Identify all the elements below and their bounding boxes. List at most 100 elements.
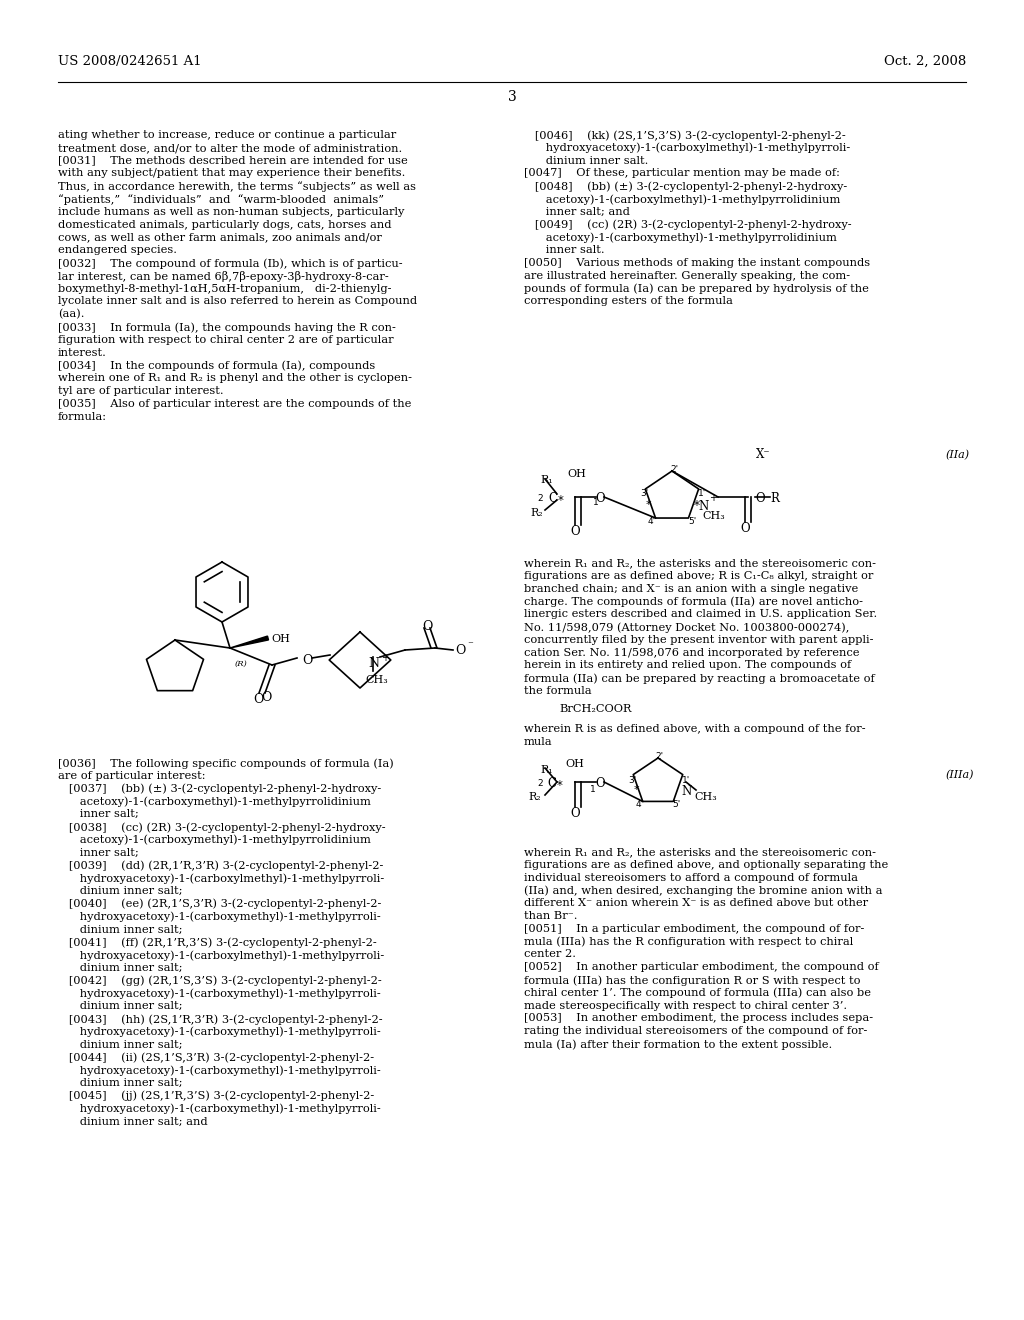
Text: “patients,”  “individuals”  and  “warm-blooded  animals”: “patients,” “individuals” and “warm-bloo… — [58, 194, 384, 205]
Text: tyl are of particular interest.: tyl are of particular interest. — [58, 385, 223, 396]
Text: R₁: R₁ — [540, 475, 553, 484]
Text: hydroxyacetoxy)-1-(carboxymethyl)-1-methylpyrroli-: hydroxyacetoxy)-1-(carboxymethyl)-1-meth… — [58, 1104, 381, 1114]
Text: lar interest, can be named 6β,7β-epoxy-3β-hydroxy-8-car-: lar interest, can be named 6β,7β-epoxy-3… — [58, 271, 389, 281]
Text: (IIa) and, when desired, exchanging the bromine anion with a: (IIa) and, when desired, exchanging the … — [524, 886, 883, 896]
Text: formula (IIa) can be prepared by reacting a bromoacetate of: formula (IIa) can be prepared by reactin… — [524, 673, 874, 684]
Text: O: O — [253, 693, 263, 706]
Text: treatment dose, and/or to alter the mode of administration.: treatment dose, and/or to alter the mode… — [58, 143, 402, 153]
Text: hydroxyacetoxy)-1-(carboxylmethyl)-1-methylpyrroli-: hydroxyacetoxy)-1-(carboxylmethyl)-1-met… — [58, 874, 384, 884]
Text: N: N — [368, 657, 379, 671]
Text: wherein R₁ and R₂, the asterisks and the stereoisomeric con-: wherein R₁ and R₂, the asterisks and the… — [524, 558, 876, 568]
Text: dinium inner salt;: dinium inner salt; — [58, 924, 182, 935]
Text: [0039]    (dd) (2R,1’R,3’R) 3-(2-cyclopentyl-2-phenyl-2-: [0039] (dd) (2R,1’R,3’R) 3-(2-cyclopenty… — [58, 861, 383, 871]
Text: [0036]    The following specific compounds of formula (Ia): [0036] The following specific compounds … — [58, 758, 394, 768]
Text: 1: 1 — [593, 498, 599, 507]
Text: *: * — [557, 779, 563, 792]
Text: [0050]    Various methods of making the instant compounds: [0050] Various methods of making the ins… — [524, 257, 870, 268]
Text: [0046]    (kk) (2S,1’S,3’S) 3-(2-cyclopentyl-2-phenyl-2-: [0046] (kk) (2S,1’S,3’S) 3-(2-cyclopenty… — [524, 129, 846, 140]
Text: dinium inner salt.: dinium inner salt. — [524, 156, 648, 165]
Text: [0053]    In another embodiment, the process includes sepa-: [0053] In another embodiment, the proces… — [524, 1014, 873, 1023]
Text: CH₃: CH₃ — [702, 511, 725, 521]
Text: hydroxyacetoxy)-1-(carboxymethyl)-1-methylpyrroli-: hydroxyacetoxy)-1-(carboxymethyl)-1-meth… — [58, 1027, 381, 1038]
Text: rating the individual stereoisomers of the compound of for-: rating the individual stereoisomers of t… — [524, 1026, 867, 1036]
Text: ating whether to increase, reduce or continue a particular: ating whether to increase, reduce or con… — [58, 129, 396, 140]
Text: hydroxyacetoxy)-1-(carboxymethyl)-1-methylpyrroli-: hydroxyacetoxy)-1-(carboxymethyl)-1-meth… — [58, 912, 381, 923]
Text: 1': 1' — [698, 488, 707, 498]
Text: CH₃: CH₃ — [365, 675, 388, 685]
Text: corresponding esters of the formula: corresponding esters of the formula — [524, 297, 733, 306]
Text: [0034]    In the compounds of formula (Ia), compounds: [0034] In the compounds of formula (Ia),… — [58, 360, 375, 371]
Text: +: + — [381, 653, 389, 663]
Text: acetoxy)-1-(carboxymethyl)-1-methylpyrrolidinium: acetoxy)-1-(carboxymethyl)-1-methylpyrro… — [58, 834, 371, 845]
Text: are of particular interest:: are of particular interest: — [58, 771, 206, 781]
Text: different X⁻ anion wherein X⁻ is as defined above but other: different X⁻ anion wherein X⁻ is as defi… — [524, 898, 868, 908]
Text: charge. The compounds of formula (IIa) are novel anticho-: charge. The compounds of formula (IIa) a… — [524, 597, 863, 607]
Text: O: O — [755, 492, 765, 506]
Text: 2: 2 — [537, 779, 543, 788]
Text: [0033]    In formula (Ia), the compounds having the R con-: [0033] In formula (Ia), the compounds ha… — [58, 322, 396, 333]
Text: 1': 1' — [682, 776, 690, 785]
Text: chiral center 1’. The compound of formula (IIIa) can also be: chiral center 1’. The compound of formul… — [524, 987, 871, 998]
Text: wherein R is as defined above, with a compound of the for-: wherein R is as defined above, with a co… — [524, 725, 865, 734]
Text: *: * — [558, 494, 564, 507]
Text: OH: OH — [567, 469, 586, 479]
Text: (IIIa): (IIIa) — [946, 770, 975, 780]
Text: 3': 3' — [628, 776, 636, 785]
Text: OH: OH — [271, 634, 290, 644]
Text: domesticated animals, particularly dogs, cats, horses and: domesticated animals, particularly dogs,… — [58, 219, 391, 230]
Text: cows, as well as other farm animals, zoo animals and/or: cows, as well as other farm animals, zoo… — [58, 232, 382, 243]
Text: 2': 2' — [655, 752, 664, 762]
Text: R: R — [770, 492, 779, 506]
Text: 1: 1 — [590, 785, 596, 795]
Text: branched chain; and X⁻ is an anion with a single negative: branched chain; and X⁻ is an anion with … — [524, 583, 858, 594]
Text: [0041]    (ff) (2R,1’R,3’S) 3-(2-cyclopentyl-2-phenyl-2-: [0041] (ff) (2R,1’R,3’S) 3-(2-cyclopenty… — [58, 937, 377, 948]
Text: 2: 2 — [537, 494, 543, 503]
Text: 4': 4' — [648, 517, 656, 525]
Text: O: O — [570, 525, 580, 539]
Text: dinium inner salt;: dinium inner salt; — [58, 886, 182, 896]
Text: inner salt;: inner salt; — [58, 809, 138, 820]
Text: include humans as well as non-human subjects, particularly: include humans as well as non-human subj… — [58, 207, 404, 216]
Text: are illustrated hereinafter. Generally speaking, the com-: are illustrated hereinafter. Generally s… — [524, 271, 850, 281]
Text: *: * — [634, 785, 640, 795]
Text: Oct. 2, 2008: Oct. 2, 2008 — [884, 55, 966, 69]
Text: BrCH₂COOR: BrCH₂COOR — [559, 704, 632, 714]
Text: linergic esters described and claimed in U.S. application Ser.: linergic esters described and claimed in… — [524, 610, 878, 619]
Text: *N: *N — [694, 500, 711, 513]
Text: interest.: interest. — [58, 347, 106, 358]
Text: [0045]    (jj) (2S,1’R,3’S) 3-(2-cyclopentyl-2-phenyl-2-: [0045] (jj) (2S,1’R,3’S) 3-(2-cyclopenty… — [58, 1090, 374, 1101]
Text: mula (IIIa) has the R configuration with respect to chiral: mula (IIIa) has the R configuration with… — [524, 937, 853, 948]
Text: mula (Ia) after their formation to the extent possible.: mula (Ia) after their formation to the e… — [524, 1039, 833, 1049]
Text: inner salt; and: inner salt; and — [524, 207, 630, 216]
Text: the formula: the formula — [524, 686, 592, 696]
Text: O: O — [595, 777, 604, 789]
Text: [0042]    (gg) (2R,1’S,3’S) 3-(2-cyclopentyl-2-phenyl-2-: [0042] (gg) (2R,1’S,3’S) 3-(2-cyclopenty… — [58, 975, 382, 986]
Text: O: O — [740, 521, 750, 535]
Text: hydroxyacetoxy)-1-(carboxylmethyl)-1-methylpyrroli-: hydroxyacetoxy)-1-(carboxylmethyl)-1-met… — [58, 950, 384, 961]
Text: R₂: R₂ — [528, 792, 541, 803]
Text: [0049]    (cc) (2R) 3-(2-cyclopentyl-2-phenyl-2-hydroxy-: [0049] (cc) (2R) 3-(2-cyclopentyl-2-phen… — [524, 219, 852, 230]
Text: [0051]    In a particular embodiment, the compound of for-: [0051] In a particular embodiment, the c… — [524, 924, 864, 933]
Text: X⁻: X⁻ — [756, 447, 771, 461]
Text: 3': 3' — [640, 488, 648, 498]
Text: wherein one of R₁ and R₂ is phenyl and the other is cyclopen-: wherein one of R₁ and R₂ is phenyl and t… — [58, 374, 412, 383]
Text: ⁻: ⁻ — [467, 640, 473, 649]
Text: C: C — [548, 492, 557, 506]
Text: individual stereoisomers to afford a compound of formula: individual stereoisomers to afford a com… — [524, 873, 858, 883]
Text: [0037]    (bb) (±) 3-(2-cyclopentyl-2-phenyl-2-hydroxy-: [0037] (bb) (±) 3-(2-cyclopentyl-2-pheny… — [58, 784, 381, 795]
Text: CH₃: CH₃ — [694, 792, 717, 803]
Text: mula: mula — [524, 737, 553, 747]
Text: +: + — [709, 492, 717, 503]
Text: US 2008/0242651 A1: US 2008/0242651 A1 — [58, 55, 202, 69]
Text: dinium inner salt;: dinium inner salt; — [58, 962, 182, 973]
Text: than Br⁻.: than Br⁻. — [524, 911, 578, 921]
Text: dinium inner salt;: dinium inner salt; — [58, 1078, 182, 1088]
Text: acetoxy)-1-(carboxylmethyl)-1-methylpyrrolidinium: acetoxy)-1-(carboxylmethyl)-1-methylpyrr… — [524, 194, 841, 205]
Text: [0048]    (bb) (±) 3-(2-cyclopentyl-2-phenyl-2-hydroxy-: [0048] (bb) (±) 3-(2-cyclopentyl-2-pheny… — [524, 181, 847, 191]
Text: boxymethyl-8-methyl-1αH,5αH-tropanium,   di-2-thienylg-: boxymethyl-8-methyl-1αH,5αH-tropanium, d… — [58, 284, 391, 293]
Polygon shape — [230, 636, 268, 648]
Text: 3: 3 — [508, 90, 516, 104]
Text: 2': 2' — [670, 465, 678, 474]
Text: 5': 5' — [688, 517, 696, 525]
Text: (aa).: (aa). — [58, 309, 85, 319]
